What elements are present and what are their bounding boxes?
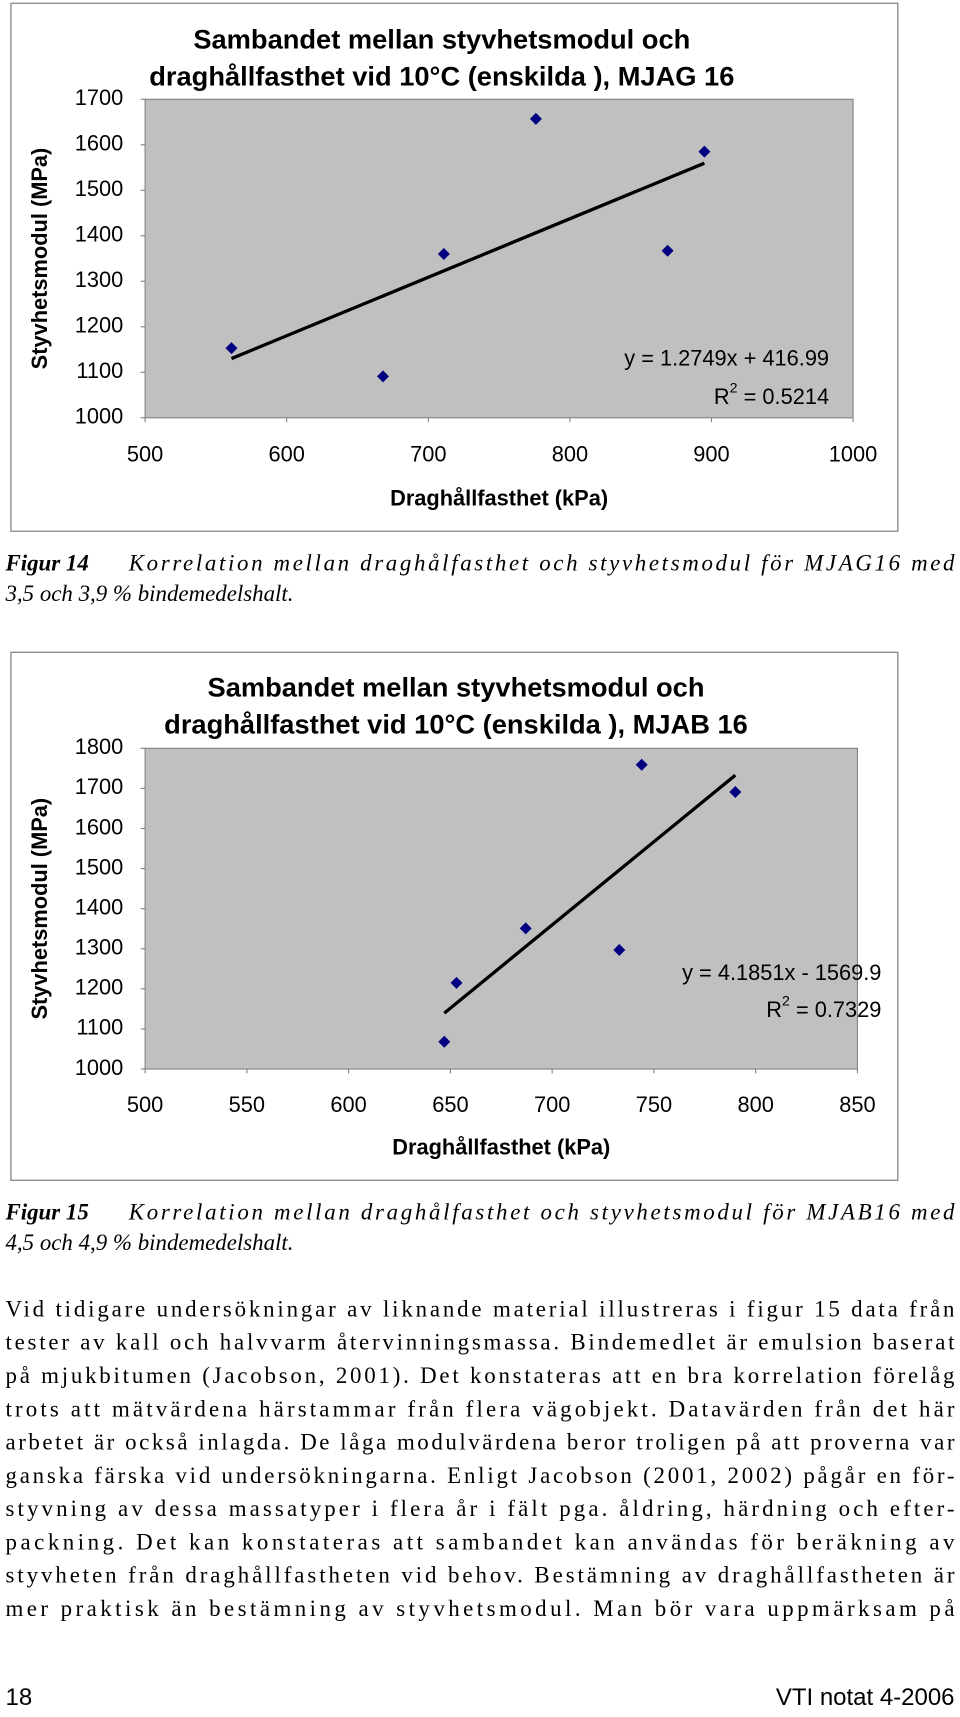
x-tick-label: 800 [552, 442, 588, 467]
y-tick-label: 1200 [75, 313, 124, 338]
trend-r2: R2 = 0.5214 [714, 380, 829, 409]
caption-text: 4,5 och 4,9 % bindemedelshalt. [5, 1230, 293, 1255]
paragraph-line: styvning av dessa massatyper i flera år … [5, 1496, 954, 1521]
y-tick-label: 1500 [75, 854, 124, 879]
paragraph-line: packning. Det kan konstateras att samban… [5, 1529, 955, 1554]
y-tick-label: 1000 [75, 404, 124, 429]
chart: Sambandet mellan styvhetsmodul och draghå… [10, 651, 899, 1181]
x-tick-label: 500 [127, 442, 163, 467]
point [438, 1035, 451, 1048]
caption-text: 3,5 och 3,9 % bindemedelshalt. [4, 581, 293, 606]
page-number: 18 [5, 1684, 32, 1711]
paragraph-line: Vid tidigare undersökningar av liknande … [5, 1296, 955, 1321]
r2-sup: 2 [782, 993, 790, 1009]
x-tick-label: 500 [127, 1092, 163, 1117]
y-tick-label: 1600 [75, 814, 124, 839]
caption-text: Korrelation mellan draghålfasthet och st… [128, 550, 955, 575]
caption-label: Figur 15 [4, 1199, 88, 1224]
x-tick-label: 750 [636, 1092, 672, 1117]
x-tick-label: 1000 [829, 442, 878, 467]
plot-area [144, 747, 858, 1070]
doc-id: VTI notat 4-2006 [776, 1684, 955, 1711]
x-tick-label: 550 [229, 1092, 265, 1117]
plot-area [144, 98, 854, 419]
y-tick-label: 1300 [75, 267, 124, 292]
x-axis-title: Draghållfasthet (kPa) [392, 1134, 610, 1159]
figure-caption: Figur 15 Korrelation mellan draghålfasthe… [4, 1199, 955, 1255]
point [450, 976, 463, 989]
paragraph-line: ganska färska vid undersökningarna. Enli… [5, 1463, 954, 1488]
paragraph-line: tester av kall och halvvarm återvinnings… [5, 1330, 955, 1355]
point [376, 370, 389, 383]
caption-text: Korrelation mellan draghålfasthet och st… [128, 1199, 955, 1224]
x-tick-label: 650 [432, 1092, 468, 1117]
paragraph-line: mer praktisk än bestämning av styvhetsmo… [5, 1596, 954, 1621]
r2-base: R [714, 384, 730, 409]
y-tick-label: 1700 [75, 774, 124, 799]
trend-equation: y = 1.2749x + 416.99 [624, 346, 829, 371]
y-tick-label: 1100 [76, 1015, 123, 1040]
trendline [230, 161, 706, 361]
x-tick-label: 900 [693, 442, 729, 467]
x-tick-label: 600 [330, 1092, 366, 1117]
x-tick-label: 600 [269, 442, 305, 467]
y-tick-label: 1700 [75, 85, 124, 110]
chart: Sambandet mellan styvhetsmodul och draghå… [10, 2, 899, 532]
r2-rest: = 0.7329 [790, 997, 882, 1022]
r2-sup: 2 [730, 380, 738, 396]
footer: 18 VTI notat 4-2006 [5, 1684, 954, 1711]
paragraph-line: styvheten från draghållfastheten vid beh… [5, 1563, 954, 1588]
x-tick-label: 800 [737, 1092, 773, 1117]
figure-caption: Figur 14 Korrelation mellan draghålfasthe… [4, 550, 955, 606]
chart-title: Sambandet mellan styvhetsmodul och [208, 672, 705, 703]
y-tick-label: 1600 [75, 131, 124, 156]
y-tick-label: 1400 [75, 222, 124, 247]
y-tick-label: 1300 [75, 935, 124, 960]
trend-equation: y = 4.1851x - 1569.9 [682, 960, 881, 985]
caption-label: Figur 14 [4, 550, 88, 575]
point [635, 758, 648, 771]
chart-title: draghållfasthet vid 10°C (enskilda ), MJ… [164, 709, 748, 740]
body-paragraph: Vid tidigare undersökningar av liknande … [5, 1296, 955, 1620]
x-tick-label: 850 [839, 1092, 875, 1117]
y-axis-title: Styvhetsmodul (MPa) [27, 148, 52, 370]
y-axis-title: Styvhetsmodul (MPa) [27, 798, 52, 1020]
trend-r2: R2 = 0.7329 [766, 993, 881, 1022]
trendline [443, 773, 737, 1015]
paragraph-line: på mjukbitumen (Jacobson, 2001). Det kon… [5, 1363, 955, 1388]
y-tick-label: 1000 [75, 1055, 124, 1080]
chart-title: draghållfasthet vid 10°C (enskilda ), MJ… [149, 61, 734, 92]
r2-rest: = 0.5214 [738, 384, 830, 409]
x-tick-label: 700 [410, 442, 446, 467]
y-tick-label: 1800 [75, 734, 124, 759]
point [225, 342, 238, 355]
point [437, 247, 450, 260]
y-tick-label: 1200 [75, 975, 124, 1000]
chart-title: Sambandet mellan styvhetsmodul och [193, 24, 690, 55]
paragraph-line: trots att mätvärdena härstammar från fle… [5, 1396, 954, 1421]
y-tick-label: 1500 [75, 176, 124, 201]
y-tick-label: 1400 [75, 894, 124, 919]
x-tick-label: 700 [534, 1092, 570, 1117]
x-axis-title: Draghållfasthet (kPa) [390, 485, 608, 510]
y-tick-label: 1100 [76, 358, 123, 383]
paragraph-line: arbetet är också inlagda. De låga modulv… [5, 1430, 954, 1455]
r2-base: R [766, 997, 782, 1022]
